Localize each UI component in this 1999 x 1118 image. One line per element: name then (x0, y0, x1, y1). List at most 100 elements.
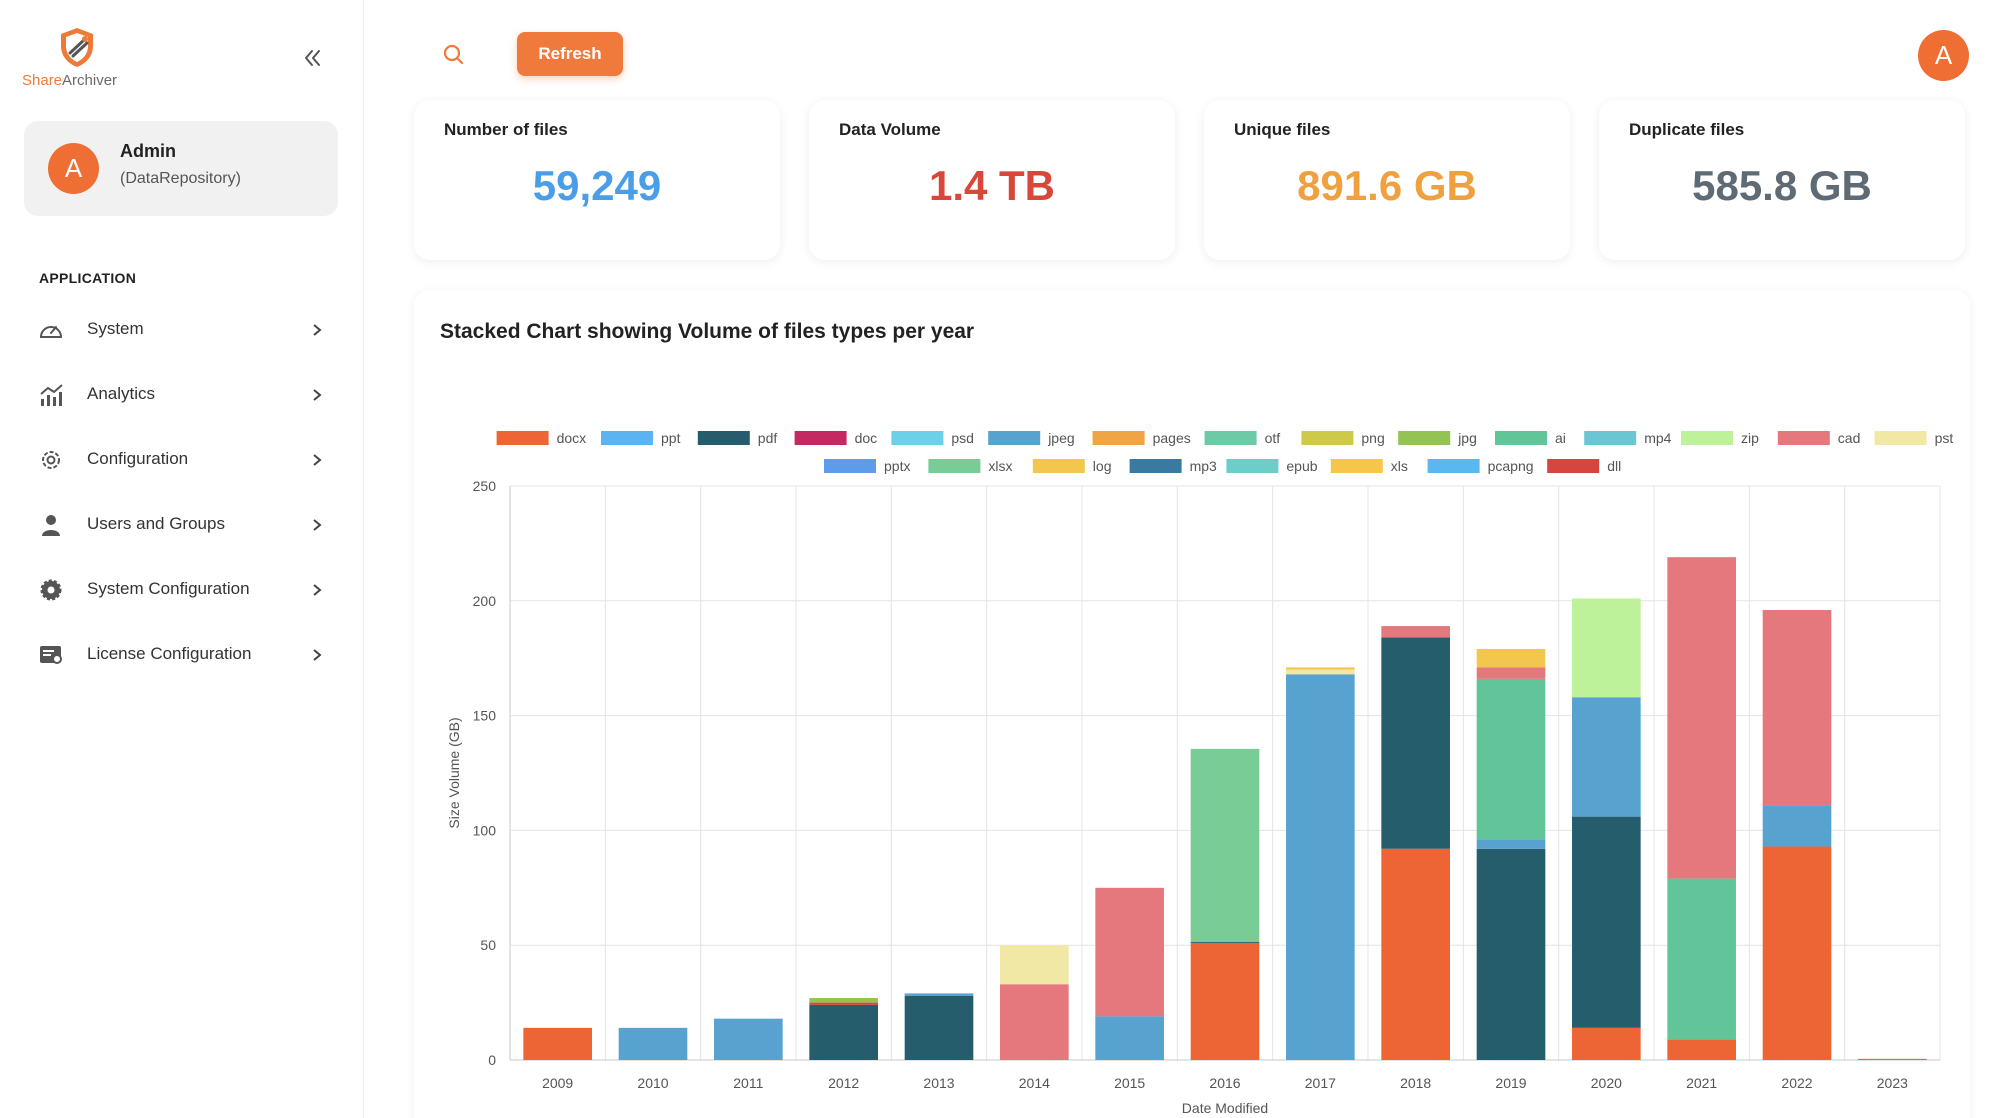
bar-segment-cad-2014 (1000, 984, 1069, 1060)
bar-segment-cad-2015 (1095, 887, 1164, 1017)
user-avatar-button[interactable]: A (1918, 30, 1969, 81)
sidebar-item-label: System Configuration (87, 579, 250, 598)
search-icon[interactable] (441, 42, 467, 68)
x-tick-label: 2013 (923, 1075, 954, 1091)
sidebar-item-label: License Configuration (87, 644, 252, 663)
bar-segment-jpeg-2010 (618, 1027, 688, 1060)
user-name: Admin (120, 141, 176, 161)
chevron-right-icon (313, 519, 322, 531)
x-tick-label: 2009 (542, 1075, 573, 1091)
legend-swatch-pst (1874, 431, 1927, 445)
bar-segment-docx-2022 (1762, 846, 1832, 1060)
stat-card-unique-files: Unique files 891.6 GB (1204, 100, 1570, 260)
bar-segment-cad-2022 (1762, 609, 1832, 806)
bar-segment-pdf-2019 (1476, 848, 1546, 1060)
user-role: (DataRepository) (120, 170, 241, 187)
bar-segment-cad-2021 (1667, 557, 1736, 879)
stat-value: 891.6 GB (1297, 162, 1477, 209)
legend-swatch-xlsx (928, 459, 981, 473)
y-tick-label: 250 (473, 478, 497, 494)
bar-segment-ai-2019 (1476, 678, 1546, 840)
bar-segment-log-2019 (1476, 649, 1546, 668)
bar-segment-jpeg-2020 (1572, 697, 1641, 817)
y-tick-label: 150 (473, 708, 497, 724)
legend-label-mp3: mp3 (1190, 458, 1217, 474)
stat-card-number-of-files: Number of files 59,249 (414, 100, 780, 260)
y-axis-label: Size Volume (GB) (446, 717, 462, 828)
x-tick-label: 2019 (1495, 1075, 1526, 1091)
bar-segment-dll-2012 (809, 1002, 878, 1005)
bar-segment-docx-2018 (1381, 848, 1450, 1060)
bar-segment-cad-2018 (1381, 626, 1450, 638)
legend-label-cad: cad (1838, 430, 1861, 446)
legend-label-pdf: pdf (758, 430, 778, 446)
bar-segment-pst-2017 (1286, 669, 1355, 675)
x-tick-label: 2012 (828, 1075, 859, 1091)
bar-segment-pst-2014 (1000, 945, 1069, 985)
section-title: APPLICATION (39, 270, 137, 286)
sidebar-item-label: Analytics (87, 384, 156, 403)
legend-label-doc: doc (855, 430, 878, 446)
refresh-button[interactable]: Refresh (517, 32, 623, 76)
bar-segment-pdf-2016 (1190, 941, 1260, 943)
legend-swatch-doc (794, 431, 847, 445)
sharearchiver-logo[interactable]: ShareArchiver (22, 26, 132, 90)
legend-swatch-png (1301, 431, 1354, 445)
legend-swatch-pptx (824, 459, 876, 473)
bar-segment-docx-2021 (1667, 1039, 1736, 1060)
chart-title: Stacked Chart showing Volume of files ty… (440, 320, 975, 343)
legend-swatch-ai (1495, 431, 1547, 445)
stat-label: Data Volume (839, 120, 941, 139)
x-tick-label: 2023 (1877, 1075, 1908, 1091)
legend-label-xls: xls (1391, 458, 1408, 474)
x-axis-label: Date Modified (1182, 1100, 1268, 1116)
stat-label: Duplicate files (1629, 120, 1745, 139)
user-icon (42, 515, 60, 536)
sidebar-item-system[interactable]: System (24, 305, 338, 355)
sidebar-item-license-configuration[interactable]: License Configuration (24, 630, 338, 680)
bar-segment-jpeg-2017 (1286, 674, 1355, 1060)
bar-segment-jpeg-2015 (1095, 1016, 1164, 1060)
x-tick-label: 2016 (1209, 1075, 1240, 1091)
legend-label-xlsx: xlsx (988, 458, 1012, 474)
sidebar-item-system-configuration[interactable]: System Configuration (24, 565, 338, 615)
chevron-right-icon (313, 389, 322, 401)
legend-label-psd: psd (951, 430, 974, 446)
legend-swatch-jpg (1398, 431, 1451, 445)
x-tick-label: 2017 (1305, 1075, 1336, 1091)
legend-label-zip: zip (1741, 430, 1759, 446)
sidebar-item-users-and-groups[interactable]: Users and Groups (24, 500, 338, 550)
legend-swatch-mp4 (1584, 431, 1637, 445)
legend-swatch-epub (1226, 459, 1279, 473)
legend-swatch-pcapng (1427, 459, 1480, 473)
legend-label-ppt: ppt (661, 430, 681, 446)
bar-segment-pdf-2013 (904, 995, 974, 1060)
bar-segment-jpeg-2013 (904, 993, 974, 996)
legend-label-pptx: pptx (884, 458, 910, 474)
legend-label-pages: pages (1153, 430, 1191, 446)
chevron-right-icon (313, 454, 322, 466)
legend-label-pcapng: pcapng (1488, 458, 1534, 474)
legend-swatch-pages (1092, 431, 1145, 445)
y-tick-label: 200 (473, 593, 497, 609)
bar-segment-xlsx-2016 (1190, 748, 1260, 942)
sidebar-item-configuration[interactable]: Configuration (24, 435, 338, 485)
sidebar-item-analytics[interactable]: Analytics (24, 370, 338, 420)
legend-label-otf: otf (1265, 430, 1281, 446)
user-card[interactable]: A Admin (DataRepository) (24, 121, 338, 216)
sidebar-item-label: System (87, 319, 144, 338)
legend-label-ai: ai (1555, 430, 1566, 446)
collapse-sidebar-icon[interactable] (298, 44, 326, 72)
stat-value: 59,249 (532, 162, 662, 209)
x-tick-label: 2022 (1781, 1075, 1812, 1091)
bar-segment-pdf-2018 (1381, 637, 1450, 849)
stat-value: 585.8 GB (1692, 162, 1872, 209)
stat-card-duplicate-files: Duplicate files 585.8 GB (1599, 100, 1965, 260)
legend-swatch-cad (1777, 431, 1830, 445)
bar-segment-pdf-2020 (1572, 816, 1641, 1028)
x-tick-label: 2020 (1591, 1075, 1622, 1091)
bar-segment-jpeg-2019 (1476, 839, 1546, 849)
legend-label-jpg: jpg (1457, 430, 1477, 446)
x-tick-label: 2011 (733, 1075, 763, 1091)
